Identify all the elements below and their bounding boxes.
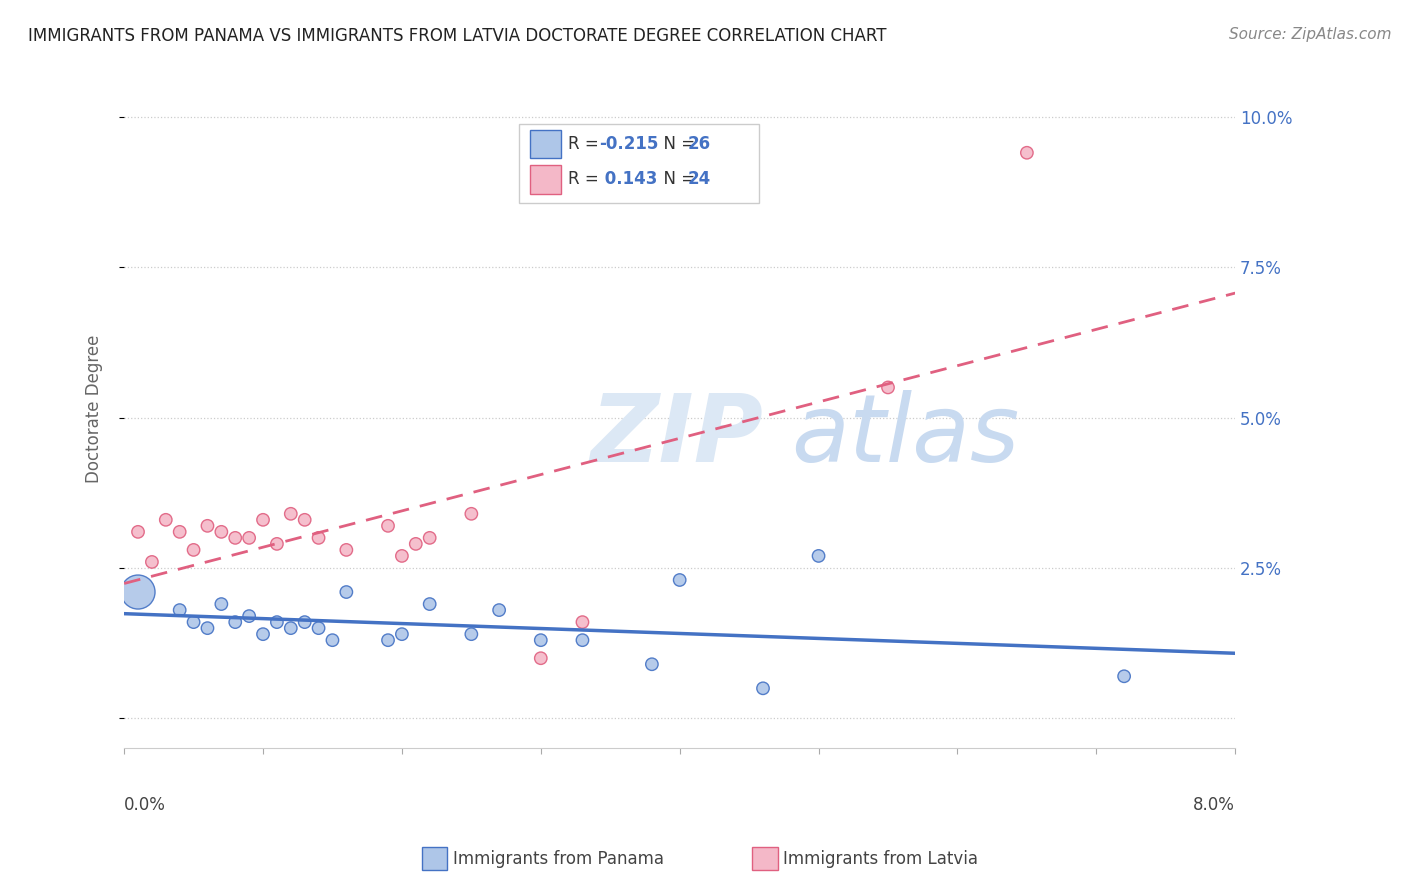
Text: Source: ZipAtlas.com: Source: ZipAtlas.com [1229, 27, 1392, 42]
Point [668, 573, 690, 587]
Point [197, 621, 219, 635]
Point [224, 531, 246, 545]
Point [335, 585, 357, 599]
Y-axis label: Doctorate Degree: Doctorate Degree [86, 334, 103, 483]
Point [391, 627, 413, 641]
Point [252, 627, 274, 641]
Point [530, 651, 553, 665]
Point [1015, 145, 1038, 160]
Text: IMMIGRANTS FROM PANAMA VS IMMIGRANTS FROM LATVIA DOCTORATE DEGREE CORRELATION CH: IMMIGRANTS FROM PANAMA VS IMMIGRANTS FRO… [28, 27, 887, 45]
Point [280, 621, 302, 635]
Point [530, 633, 553, 648]
Point [294, 615, 316, 629]
Text: -0.215: -0.215 [599, 135, 658, 153]
Point [405, 537, 427, 551]
Text: 24: 24 [688, 170, 711, 188]
Text: R =: R = [568, 170, 605, 188]
Point [266, 615, 288, 629]
Point [571, 633, 593, 648]
Text: Immigrants from Panama: Immigrants from Panama [453, 850, 664, 868]
Point [377, 633, 399, 648]
Text: N =: N = [652, 170, 700, 188]
Point [1114, 669, 1136, 683]
Point [197, 519, 219, 533]
Point [127, 585, 149, 599]
Point [209, 597, 232, 611]
Point [252, 513, 274, 527]
Point [183, 542, 205, 557]
Point [377, 519, 399, 533]
Point [266, 537, 288, 551]
Point [280, 507, 302, 521]
Point [169, 524, 191, 539]
Point [127, 524, 149, 539]
Point [308, 531, 330, 545]
Text: 0.0%: 0.0% [124, 796, 166, 814]
Point [141, 555, 163, 569]
Point [209, 524, 232, 539]
Point [752, 681, 775, 696]
Text: ZIP: ZIP [591, 390, 763, 482]
Point [419, 597, 441, 611]
Point [321, 633, 343, 648]
Point [238, 531, 260, 545]
Point [391, 549, 413, 563]
Text: 8.0%: 8.0% [1194, 796, 1236, 814]
Text: 26: 26 [688, 135, 711, 153]
Point [571, 615, 593, 629]
Text: atlas: atlas [790, 390, 1019, 481]
Point [460, 627, 482, 641]
Text: R =: R = [568, 135, 605, 153]
Point [308, 621, 330, 635]
Text: 0.143: 0.143 [599, 170, 658, 188]
Point [877, 380, 900, 394]
Point [183, 615, 205, 629]
Point [641, 657, 664, 672]
Point [460, 507, 482, 521]
Text: N =: N = [652, 135, 700, 153]
Point [155, 513, 177, 527]
Point [169, 603, 191, 617]
Point [294, 513, 316, 527]
Point [807, 549, 830, 563]
Point [488, 603, 510, 617]
Point [238, 609, 260, 624]
Point [419, 531, 441, 545]
Point [224, 615, 246, 629]
Text: Immigrants from Latvia: Immigrants from Latvia [783, 850, 979, 868]
Point [335, 542, 357, 557]
